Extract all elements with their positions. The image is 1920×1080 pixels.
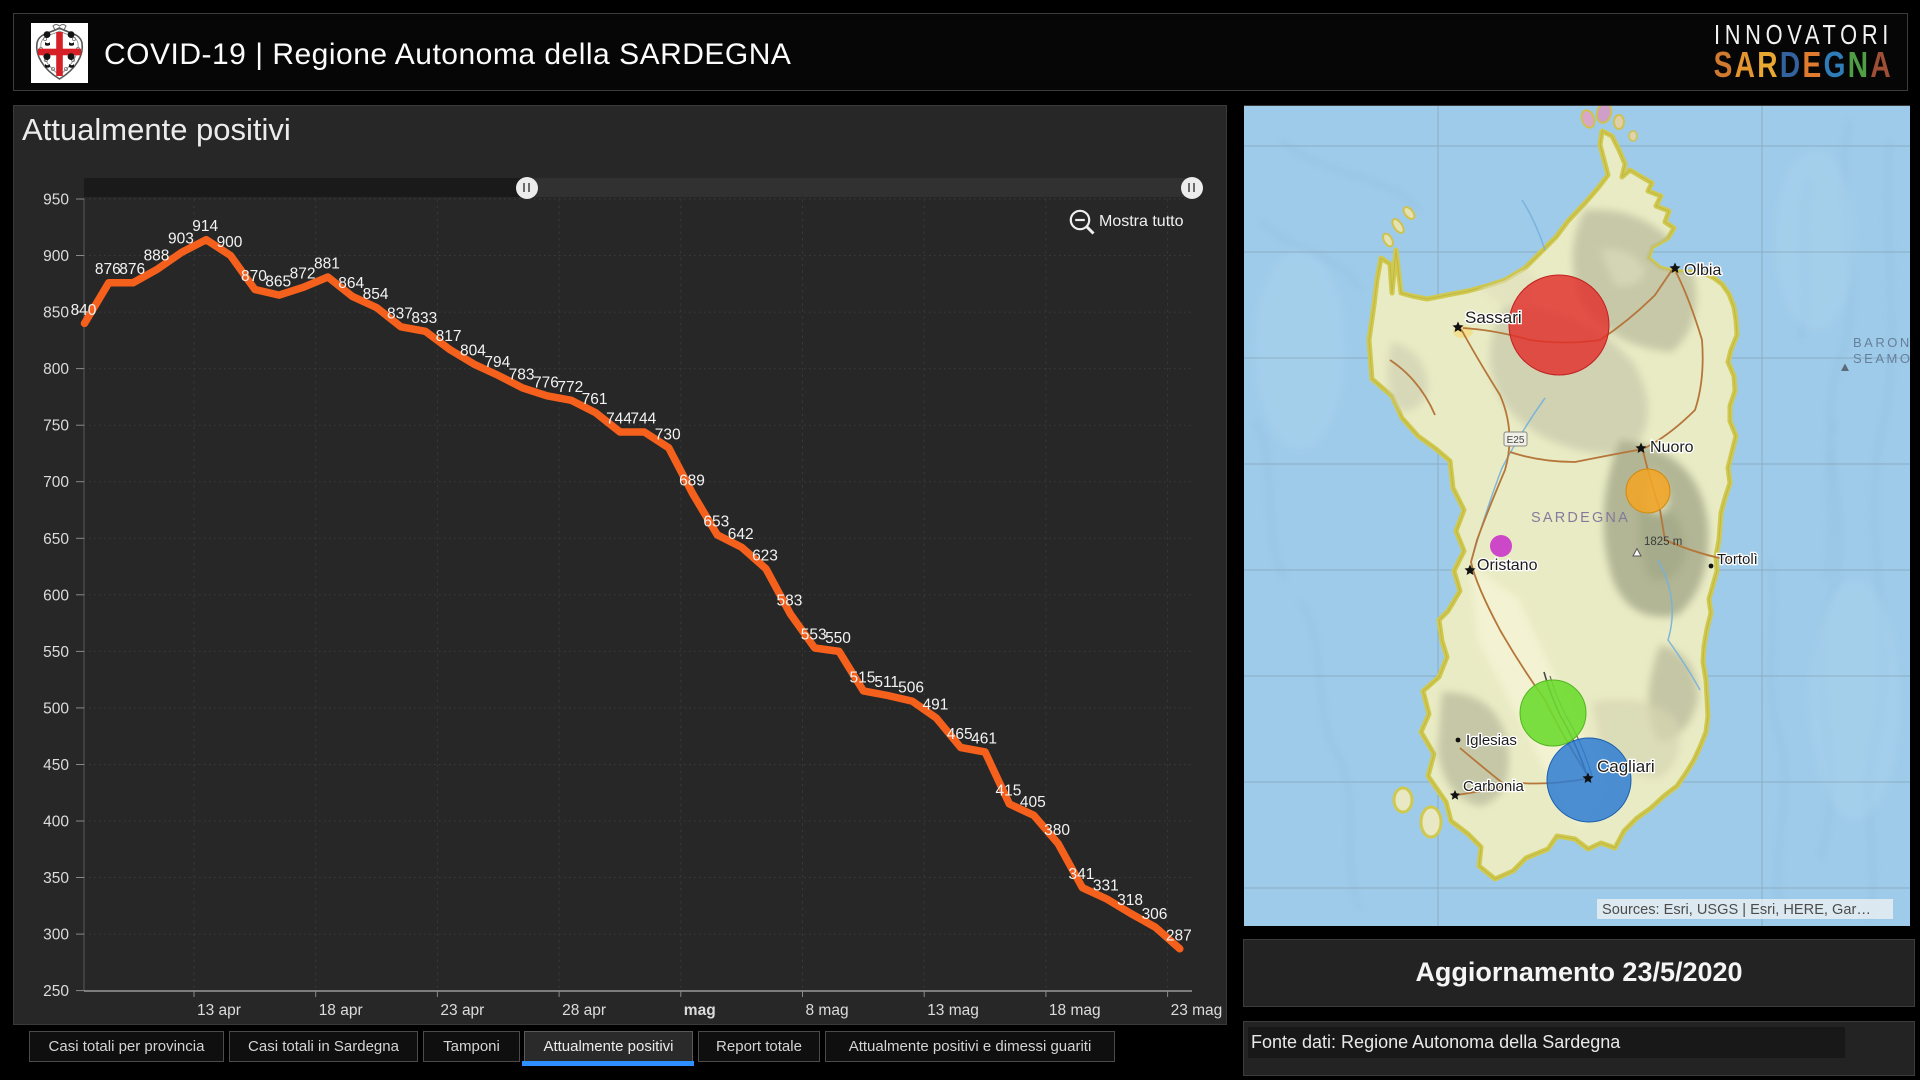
- svg-text:881: 881: [314, 256, 340, 273]
- svg-text:600: 600: [43, 587, 69, 604]
- svg-text:Cagliari: Cagliari: [1597, 757, 1655, 776]
- svg-text:1825 m: 1825 m: [1644, 536, 1682, 548]
- svg-text:331: 331: [1093, 878, 1119, 895]
- svg-text:491: 491: [922, 697, 948, 714]
- svg-text:23 apr: 23 apr: [440, 1002, 484, 1019]
- svg-text:900: 900: [217, 234, 243, 251]
- svg-text:Olbia: Olbia: [1684, 262, 1721, 279]
- svg-text:750: 750: [43, 418, 69, 435]
- svg-text:800: 800: [43, 361, 69, 378]
- svg-text:400: 400: [43, 814, 69, 831]
- svg-text:772: 772: [557, 379, 583, 396]
- svg-text:287: 287: [1166, 927, 1192, 944]
- svg-text:Sources: Esri, USGS | Esri, HE: Sources: Esri, USGS | Esri, HERE, Gar…: [1602, 902, 1871, 918]
- svg-text:E25: E25: [1507, 435, 1525, 446]
- svg-text:850: 850: [43, 305, 69, 322]
- svg-text:872: 872: [290, 266, 316, 283]
- svg-text:Nuoro: Nuoro: [1650, 439, 1694, 456]
- svg-text:794: 794: [484, 354, 510, 371]
- svg-text:804: 804: [460, 343, 486, 360]
- svg-text:642: 642: [728, 526, 754, 543]
- svg-text:300: 300: [43, 927, 69, 944]
- svg-text:865: 865: [265, 274, 291, 291]
- svg-text:Sassari: Sassari: [1465, 308, 1522, 327]
- svg-text:18 mag: 18 mag: [1049, 1002, 1101, 1019]
- svg-text:Oristano: Oristano: [1477, 557, 1538, 574]
- svg-text:870: 870: [241, 268, 267, 285]
- svg-text:700: 700: [43, 474, 69, 491]
- svg-text:461: 461: [971, 731, 997, 748]
- svg-text:Carbonia: Carbonia: [1463, 778, 1525, 795]
- svg-text:BARON: BARON: [1853, 335, 1910, 350]
- svg-text:689: 689: [679, 473, 705, 490]
- svg-text:876: 876: [95, 261, 121, 278]
- svg-text:776: 776: [533, 374, 559, 391]
- svg-text:13 apr: 13 apr: [197, 1002, 241, 1019]
- svg-text:13 mag: 13 mag: [927, 1002, 979, 1019]
- svg-text:650: 650: [43, 531, 69, 548]
- svg-text:817: 817: [436, 328, 462, 345]
- svg-text:950: 950: [43, 192, 69, 209]
- svg-text:744: 744: [630, 411, 656, 428]
- svg-text:761: 761: [582, 391, 608, 408]
- svg-text:8 mag: 8 mag: [806, 1002, 849, 1019]
- svg-text:500: 500: [43, 700, 69, 717]
- svg-text:837: 837: [387, 305, 413, 322]
- svg-text:306: 306: [1142, 906, 1168, 923]
- svg-text:Iglesias: Iglesias: [1466, 732, 1517, 749]
- svg-text:405: 405: [1020, 794, 1046, 811]
- svg-text:18 apr: 18 apr: [319, 1002, 363, 1019]
- svg-text:914: 914: [192, 218, 218, 235]
- svg-text:864: 864: [338, 275, 364, 292]
- svg-text:783: 783: [509, 366, 535, 383]
- svg-text:553: 553: [801, 627, 827, 644]
- svg-text:SEAMO: SEAMO: [1853, 351, 1910, 366]
- svg-text:515: 515: [849, 669, 875, 686]
- svg-text:380: 380: [1044, 822, 1070, 839]
- svg-text:465: 465: [947, 726, 973, 743]
- svg-text:mag: mag: [684, 1002, 716, 1019]
- svg-text:350: 350: [43, 870, 69, 887]
- svg-text:840: 840: [71, 302, 97, 319]
- svg-text:415: 415: [995, 783, 1021, 800]
- svg-text:250: 250: [43, 983, 69, 1000]
- svg-text:854: 854: [363, 286, 389, 303]
- svg-text:23 mag: 23 mag: [1171, 1002, 1223, 1019]
- svg-text:341: 341: [1068, 866, 1094, 883]
- svg-text:903: 903: [168, 231, 194, 248]
- svg-text:450: 450: [43, 757, 69, 774]
- svg-text:Mostra tutto: Mostra tutto: [1099, 213, 1184, 230]
- svg-text:730: 730: [655, 426, 681, 443]
- svg-text:318: 318: [1117, 892, 1143, 909]
- svg-text:SARDEGNA: SARDEGNA: [1531, 510, 1630, 526]
- svg-text:550: 550: [825, 630, 851, 647]
- svg-text:506: 506: [898, 680, 924, 697]
- svg-text:744: 744: [606, 411, 632, 428]
- svg-text:833: 833: [411, 310, 437, 327]
- svg-text:900: 900: [43, 248, 69, 265]
- svg-text:653: 653: [703, 513, 729, 530]
- svg-text:888: 888: [144, 248, 170, 265]
- svg-text:511: 511: [874, 674, 899, 691]
- svg-text:Tortolì: Tortolì: [1717, 551, 1758, 568]
- svg-text:876: 876: [119, 261, 145, 278]
- svg-text:623: 623: [752, 547, 778, 564]
- svg-text:550: 550: [43, 644, 69, 661]
- svg-text:28 apr: 28 apr: [562, 1002, 606, 1019]
- svg-text:583: 583: [776, 593, 802, 610]
